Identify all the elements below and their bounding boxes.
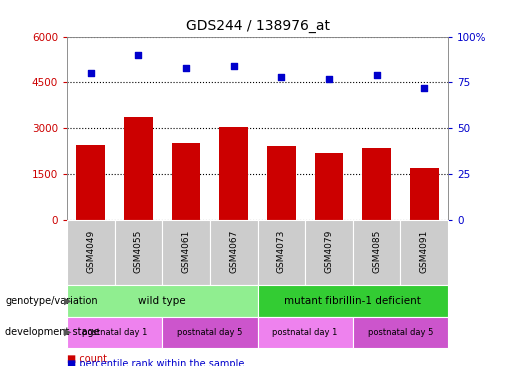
- Text: GSM4067: GSM4067: [229, 229, 238, 273]
- Bar: [171, 143, 200, 220]
- Bar: [258, 317, 353, 348]
- Bar: [363, 148, 391, 220]
- Bar: [353, 220, 401, 285]
- Text: GSM4073: GSM4073: [277, 229, 286, 273]
- Text: postnatal day 5: postnatal day 5: [368, 328, 433, 337]
- Bar: [210, 220, 258, 285]
- Text: genotype/variation: genotype/variation: [5, 296, 98, 306]
- Bar: [267, 146, 296, 220]
- Bar: [67, 220, 115, 285]
- Bar: [219, 127, 248, 220]
- Text: GSM4055: GSM4055: [134, 229, 143, 273]
- Title: GDS244 / 138976_at: GDS244 / 138976_at: [185, 19, 330, 33]
- Bar: [67, 317, 162, 348]
- Point: [134, 52, 143, 58]
- Bar: [258, 285, 448, 317]
- Bar: [162, 220, 210, 285]
- Point: [420, 85, 428, 91]
- Bar: [305, 220, 353, 285]
- Text: mutant fibrillin-1 deficient: mutant fibrillin-1 deficient: [284, 296, 421, 306]
- Bar: [124, 117, 152, 220]
- Text: postnatal day 1: postnatal day 1: [82, 328, 147, 337]
- Bar: [410, 168, 439, 220]
- Text: GSM4085: GSM4085: [372, 229, 381, 273]
- Text: development stage: development stage: [5, 327, 100, 337]
- Point: [182, 65, 190, 71]
- Bar: [162, 317, 258, 348]
- Text: postnatal day 1: postnatal day 1: [272, 328, 338, 337]
- Text: GSM4049: GSM4049: [87, 229, 95, 273]
- Text: wild type: wild type: [139, 296, 186, 306]
- Point: [277, 74, 285, 80]
- Bar: [353, 317, 448, 348]
- Point: [372, 72, 381, 78]
- Bar: [114, 220, 162, 285]
- Bar: [67, 285, 258, 317]
- Text: ■ percentile rank within the sample: ■ percentile rank within the sample: [67, 359, 244, 366]
- Bar: [315, 153, 343, 220]
- Point: [230, 63, 238, 69]
- Text: GSM4079: GSM4079: [324, 229, 333, 273]
- Text: postnatal day 5: postnatal day 5: [177, 328, 243, 337]
- Text: ▶: ▶: [64, 296, 72, 306]
- Text: GSM4061: GSM4061: [182, 229, 191, 273]
- Bar: [401, 220, 448, 285]
- Point: [87, 70, 95, 76]
- Bar: [76, 145, 105, 220]
- Text: ▶: ▶: [64, 327, 72, 337]
- Bar: [258, 220, 305, 285]
- Text: ■ count: ■ count: [67, 354, 107, 364]
- Point: [325, 76, 333, 82]
- Text: GSM4091: GSM4091: [420, 229, 428, 273]
